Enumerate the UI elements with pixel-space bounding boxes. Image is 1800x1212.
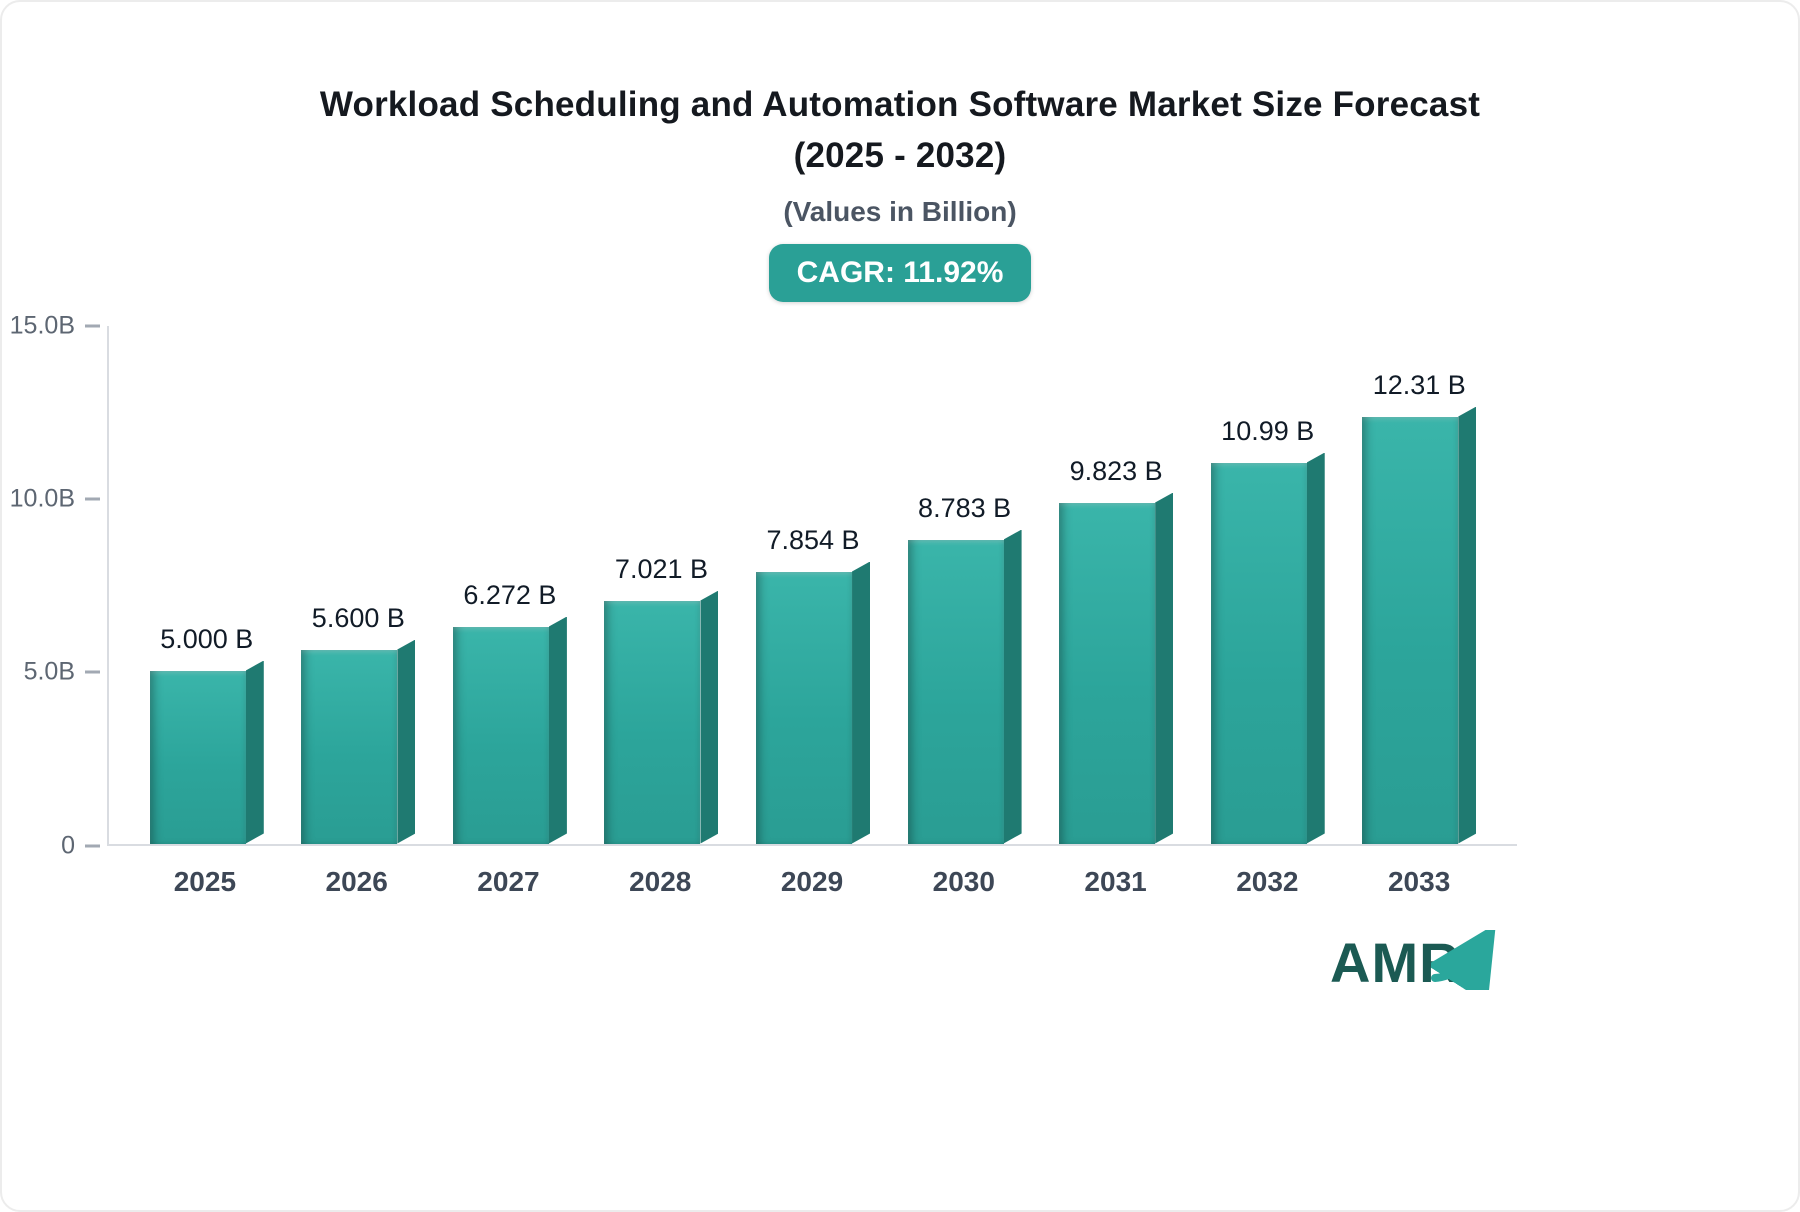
x-axis-label: 2029 xyxy=(780,865,844,897)
bar-front-face xyxy=(452,626,549,844)
chart-subtitle: (Values in Billion) xyxy=(783,195,1017,227)
growth-arrow-icon xyxy=(1430,929,1496,990)
x-axis-label: 2025 xyxy=(173,865,237,897)
amr-logo: AMR xyxy=(1330,929,1497,995)
bar-group: 5.000 B xyxy=(131,624,283,844)
y-axis-tick: 10.0B xyxy=(10,484,100,513)
bar[interactable] xyxy=(149,670,264,844)
y-tick-label: 15.0B xyxy=(9,311,75,339)
bar-group: 5.600 B xyxy=(283,603,435,844)
x-axis-label: 2028 xyxy=(629,865,692,897)
y-tick-mark xyxy=(85,670,100,674)
y-tick-mark xyxy=(85,497,100,501)
bar-side-face xyxy=(1307,453,1325,844)
bar[interactable] xyxy=(1362,417,1476,844)
x-axis-label: 2030 xyxy=(932,865,995,897)
bar-group: 12.31 B xyxy=(1344,370,1496,844)
bar-side-face xyxy=(1155,493,1173,844)
bar[interactable] xyxy=(756,572,870,844)
bar-side-face xyxy=(1004,530,1022,844)
bar-value-label: 5.000 B xyxy=(160,623,254,654)
chart-title: Workload Scheduling and Automation Softw… xyxy=(319,85,1481,175)
bar-front-face xyxy=(604,600,701,844)
y-tick-label: 10.0B xyxy=(9,484,75,513)
bar[interactable] xyxy=(604,601,718,844)
bar-side-face xyxy=(397,640,415,844)
bar-group: 10.99 B xyxy=(1192,416,1344,844)
cagr-badge: CAGR: 11.92% xyxy=(768,243,1032,302)
bar-side-face xyxy=(1458,407,1476,844)
bar-front-face xyxy=(907,539,1004,844)
bar-value-label: 9.823 B xyxy=(1069,455,1163,486)
x-axis-label: 2033 xyxy=(1387,865,1451,897)
bar[interactable] xyxy=(1059,503,1173,844)
y-tick-label: 5.0B xyxy=(23,657,75,686)
bars: 5.000 B 5.600 B 6.272 B 7.021 B 7.854 B 8.783… xyxy=(109,326,1517,844)
bar-front-face xyxy=(1362,416,1459,844)
chart-area: 15.0B 10.0B 5.0B 0 5.000 B 5.600 B 6.272 B 7.0… xyxy=(10,311,1517,898)
bar-value-label: 7.854 B xyxy=(766,524,860,555)
bar-group: 7.021 B xyxy=(586,554,738,844)
bar-group: 7.854 B xyxy=(737,525,889,844)
y-tick-mark xyxy=(85,324,100,327)
x-axis-label: 2031 xyxy=(1084,865,1147,897)
y-axis: 15.0B 10.0B 5.0B 0 xyxy=(4,311,100,859)
bar-side-face xyxy=(852,562,870,844)
bar-value-label: 10.99 B xyxy=(1221,415,1315,446)
badge-row: CAGR: 11.92% xyxy=(2,243,1798,302)
bar-front-face xyxy=(301,649,398,844)
bar-value-label: 6.272 B xyxy=(463,579,557,610)
bar-group: 9.823 B xyxy=(1040,456,1192,844)
plot-area: 5.000 B 5.600 B 6.272 B 7.021 B 7.854 B 8.783… xyxy=(107,325,1517,846)
bar-side-face xyxy=(700,591,718,844)
bar[interactable] xyxy=(1210,462,1325,844)
bar[interactable] xyxy=(907,539,1022,844)
y-tick-label: 0 xyxy=(61,831,75,859)
x-axis-label: 2032 xyxy=(1236,865,1299,897)
bar-side-face xyxy=(549,617,567,844)
x-axis-labels: 2025 2026 2027 2028 2029 2030 2031 2032 2033 xyxy=(107,866,1517,898)
bar-value-label: 8.783 B xyxy=(918,492,1012,523)
bar-group: 6.272 B xyxy=(434,580,586,844)
x-axis-label: 2026 xyxy=(325,865,388,897)
y-axis-tick: 0 xyxy=(61,831,100,860)
bar-value-label: 12.31 B xyxy=(1372,369,1466,400)
y-axis-tick: 5.0B xyxy=(24,658,100,687)
bar-side-face xyxy=(246,661,264,844)
bar[interactable] xyxy=(301,650,415,844)
bar-group: 8.783 B xyxy=(889,493,1041,844)
bar-front-face xyxy=(149,670,246,844)
bar-front-face xyxy=(756,571,853,844)
y-axis-tick: 15.0B xyxy=(10,311,100,340)
y-tick-mark xyxy=(85,844,100,847)
bar-front-face xyxy=(1210,462,1307,844)
bar[interactable] xyxy=(452,626,567,844)
bar-front-face xyxy=(1059,502,1156,844)
bar-value-label: 7.021 B xyxy=(614,553,708,584)
x-axis-label: 2027 xyxy=(477,865,540,897)
bar-value-label: 5.600 B xyxy=(311,602,405,633)
